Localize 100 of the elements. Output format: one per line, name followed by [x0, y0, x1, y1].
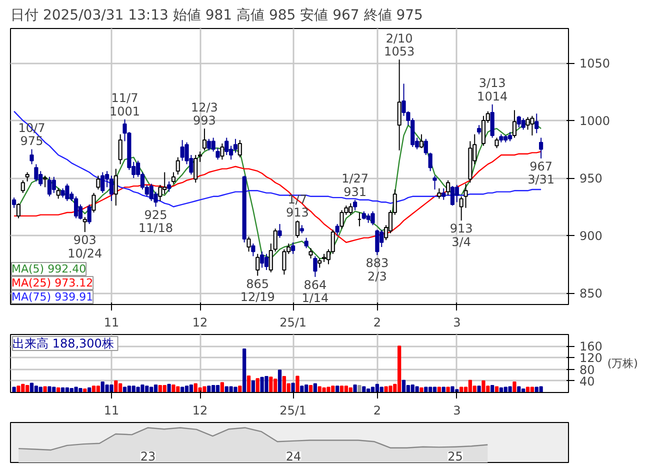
candlestick: [508, 132, 512, 142]
bar: [291, 382, 295, 392]
x-tick-label: 11: [104, 404, 120, 418]
annotation: 913 3/4: [450, 222, 473, 249]
annotation: 1/27 931: [342, 172, 369, 199]
x-tick-label: 2: [373, 316, 382, 330]
candlestick: [432, 175, 437, 190]
candlestick: [490, 104, 494, 138]
bar: [313, 383, 318, 392]
bar: [517, 386, 521, 392]
bar: [251, 380, 256, 392]
bar: [127, 386, 132, 392]
candlestick: [308, 248, 313, 259]
bar: [420, 387, 424, 392]
bar: [402, 380, 406, 392]
bar: [92, 386, 96, 392]
x-tick-label: 25/1: [280, 404, 307, 418]
candlestick: [211, 137, 216, 152]
candlestick: [450, 186, 455, 206]
candlestick: [464, 183, 468, 208]
text: MA(5) 992.40: [12, 262, 86, 276]
bar: [340, 386, 344, 392]
bar: [358, 385, 362, 392]
candlestick: [397, 59, 402, 151]
x-tick-label: 25/1: [280, 316, 307, 330]
bar: [308, 385, 313, 392]
candlestick: [246, 236, 251, 252]
candlestick: [335, 224, 340, 236]
candlestick: [375, 229, 380, 256]
bar: [450, 386, 454, 392]
text: MA(75) 939.91: [12, 290, 94, 304]
candlestick: [340, 210, 344, 230]
bar: [468, 380, 472, 392]
bar: [34, 386, 38, 392]
bar: [114, 380, 118, 392]
candlestick: [100, 172, 105, 194]
candlestick: [198, 151, 202, 162]
candlestick: [171, 172, 176, 184]
y-tick-label: 40: [580, 374, 595, 388]
candlestick: [34, 164, 38, 182]
candlestick: [238, 140, 242, 158]
bar: [43, 386, 47, 392]
candlestick: [92, 192, 96, 213]
candlestick: [47, 176, 52, 197]
bar: [282, 376, 286, 392]
candlestick: [304, 237, 308, 249]
bar: [494, 386, 499, 392]
candlestick: [233, 138, 238, 154]
candlestick: [74, 196, 78, 219]
bar: [158, 385, 162, 392]
bar: [30, 382, 34, 392]
annotation: 883 2/3: [366, 256, 389, 284]
candlestick: [25, 172, 30, 182]
candlestick: [290, 242, 296, 254]
x-tick-label: 2: [373, 404, 382, 418]
candlestick: [313, 256, 318, 278]
annotation: 865 12/19: [240, 276, 275, 304]
candlestick: [446, 180, 450, 196]
bar: [256, 378, 260, 392]
candlestick: [16, 202, 21, 219]
bar: [296, 376, 300, 392]
candlestick: [437, 188, 442, 200]
bar: [12, 386, 16, 392]
candlestick: [454, 184, 459, 203]
x-tick-label: 12: [192, 404, 208, 418]
y-tick-label: 900: [580, 229, 602, 243]
x-tick-label: 3: [453, 316, 461, 330]
x-tick-label: 24: [286, 450, 302, 464]
candlestick: [476, 124, 482, 135]
candlestick: [512, 110, 517, 138]
y-tick-label: 120: [580, 351, 602, 366]
bar: [162, 385, 166, 392]
candlestick: [87, 204, 92, 224]
x-tick-label: 12: [192, 316, 208, 330]
candlestick: [114, 168, 118, 206]
bar: [246, 375, 251, 392]
chart-title: 日付 2025/03/31 13:13 始値 981 高値 985 安値 967 終値 975: [10, 8, 423, 24]
bar: [482, 380, 486, 392]
candlestick: [442, 188, 446, 200]
candlestick: [52, 176, 56, 194]
candlestick: [96, 175, 100, 190]
candlestick: [370, 210, 375, 226]
annotation: 925 11/18: [138, 208, 174, 236]
x-tick-label: 23: [140, 450, 156, 464]
candlestick: [251, 243, 256, 257]
candlestick: [260, 251, 264, 268]
candlestick: [166, 180, 172, 192]
candlestick: [352, 199, 358, 211]
bar: [415, 386, 419, 392]
bar: [48, 386, 52, 392]
candlestick: [419, 134, 424, 149]
candlestick: [428, 152, 432, 172]
candlestick: [176, 156, 180, 176]
candlestick: [118, 134, 122, 165]
candlestick: [318, 258, 322, 268]
annotation: 2/10 1053: [384, 31, 415, 59]
candlestick: [481, 115, 486, 146]
candlestick: [20, 180, 25, 194]
bar: [278, 370, 282, 392]
bar: [184, 386, 189, 392]
